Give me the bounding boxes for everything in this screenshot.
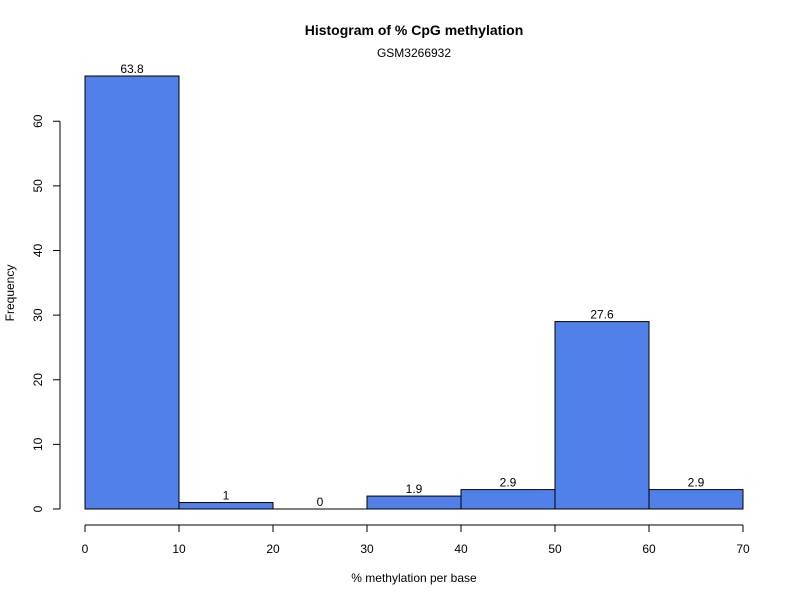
x-tick-label: 0 xyxy=(82,542,89,556)
histogram-bar xyxy=(84,75,180,510)
bar-value-label: 1 xyxy=(223,489,230,503)
y-tick-label: 0 xyxy=(31,505,45,512)
y-tick-label: 30 xyxy=(31,308,45,322)
y-tick-label: 10 xyxy=(31,437,45,451)
x-tick-label: 70 xyxy=(736,542,750,556)
x-axis-label: % methylation per base xyxy=(351,571,477,585)
y-tick-label: 40 xyxy=(31,243,45,257)
x-tick-label: 20 xyxy=(266,542,280,556)
bar-value-label: 2.9 xyxy=(500,476,517,490)
histogram-bar xyxy=(554,321,650,510)
x-tick-label: 30 xyxy=(360,542,374,556)
x-tick-label: 40 xyxy=(454,542,468,556)
chart-subtitle: GSM3266932 xyxy=(377,46,451,60)
bar-value-label: 1.9 xyxy=(406,482,423,496)
bar-value-label: 2.9 xyxy=(688,476,705,490)
histogram-bar xyxy=(178,502,274,510)
x-axis: 0 10 20 30 40 50 60 70 xyxy=(82,524,750,556)
y-axis: 0 10 20 30 40 50 60 xyxy=(31,114,61,512)
bar-value-label: 0 xyxy=(317,495,324,509)
x-tick-label: 60 xyxy=(642,542,656,556)
bar-value-label: 63.8 xyxy=(120,62,144,76)
y-axis-label: Frequency xyxy=(3,265,17,322)
histogram-bar xyxy=(648,489,744,510)
x-tick-label: 10 xyxy=(172,542,186,556)
chart-title: Histogram of % CpG methylation xyxy=(305,22,524,38)
y-tick-label: 50 xyxy=(31,179,45,193)
histogram-bar xyxy=(366,495,462,510)
histogram-bar xyxy=(460,489,556,510)
bars-group xyxy=(84,75,744,510)
y-tick-label: 60 xyxy=(31,114,45,128)
x-tick-label: 50 xyxy=(548,542,562,556)
y-tick-label: 20 xyxy=(31,373,45,387)
bar-labels-group: 63.8 1 0 1.9 2.9 27.6 2.9 xyxy=(120,62,704,509)
bar-value-label: 27.6 xyxy=(590,308,614,322)
